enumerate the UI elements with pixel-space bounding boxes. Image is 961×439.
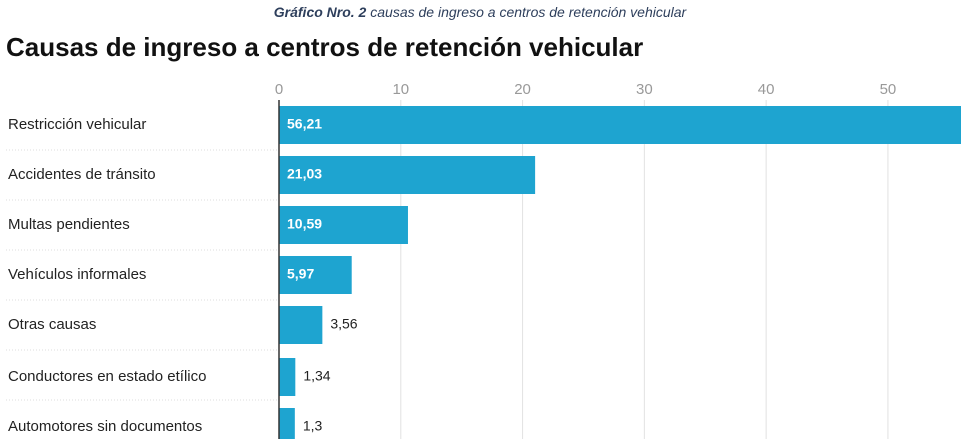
value-label: 21,03 <box>287 166 322 182</box>
bar <box>279 106 961 144</box>
caption: Gráfico Nro. 2 causas de ingreso a centr… <box>274 4 688 20</box>
y-tick-label: Vehículos informales <box>8 266 146 283</box>
bar <box>279 156 536 194</box>
x-tick-label: 40 <box>758 81 775 98</box>
value-label: 56,21 <box>287 116 322 132</box>
y-tick-label: Otras causas <box>8 316 96 333</box>
caption-text: causas de ingreso a centros de retención… <box>370 4 687 20</box>
value-label: 1,3 <box>303 418 323 434</box>
y-tick-label: Accidentes de tránsito <box>8 166 156 183</box>
value-label: 3,56 <box>330 316 357 332</box>
bar <box>279 358 296 396</box>
chart-title: Causas de ingreso a centros de retención… <box>6 32 643 62</box>
x-tick-label: 0 <box>275 81 283 98</box>
bar <box>279 306 323 344</box>
y-tick-label: Automotores sin documentos <box>8 418 202 435</box>
bar <box>279 256 352 294</box>
x-tick-label: 30 <box>636 81 653 98</box>
value-label: 10,59 <box>287 216 322 232</box>
bar <box>279 408 295 439</box>
y-tick-label: Multas pendientes <box>8 216 130 233</box>
y-tick-label: Restricción vehicular <box>8 116 146 133</box>
y-tick-label: Conductores en estado etílico <box>8 368 206 385</box>
value-label: 1,34 <box>303 368 330 384</box>
x-tick-label: 20 <box>514 81 531 98</box>
caption-label: Gráfico Nro. 2 <box>274 4 367 20</box>
value-label: 5,97 <box>287 266 314 282</box>
x-tick-label: 50 <box>880 81 897 98</box>
x-tick-label: 10 <box>392 81 409 98</box>
bar <box>279 206 408 244</box>
